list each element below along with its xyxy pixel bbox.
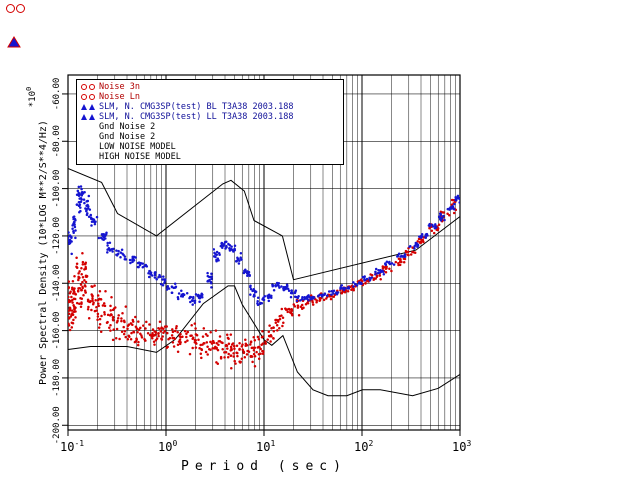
red-circle-pair-icon <box>6 4 25 13</box>
legend-label: HIGH NOISE MODEL <box>99 152 181 162</box>
svg-text:-160.00: -160.00 <box>52 312 62 350</box>
legend-label: Gnd Noise 2 <box>99 122 156 132</box>
svg-text:-120.00: -120.00 <box>52 217 62 255</box>
legend-entry: SLM, N. CMG3SP(test) BL T3A38 2003.188 <box>81 102 339 112</box>
legend-label: Noise Ln <box>99 92 140 102</box>
legend-entry: Noise 3n <box>81 82 339 92</box>
legend-marker-circle-icon <box>81 94 99 100</box>
svg-text:-100.00: -100.00 <box>52 170 62 208</box>
chart-legend: Noise 3n Noise Ln SLM, N. CMG3SP(test) B… <box>76 79 344 165</box>
legend-marker-triangle-icon <box>81 104 99 110</box>
svg-text:*100: *100 <box>25 87 38 107</box>
legend-label: Noise 3n <box>99 82 140 92</box>
legend-marker-triangle-icon <box>81 114 99 120</box>
svg-text:101: 101 <box>256 439 275 454</box>
blue-triangle-icon <box>7 33 21 52</box>
svg-text:103: 103 <box>452 439 471 454</box>
svg-text:-60.00: -60.00 <box>52 78 62 111</box>
legend-label: SLM, N. CMG3SP(test) LL T3A38 2003.188 <box>99 112 294 122</box>
svg-text:-80.00: -80.00 <box>52 125 62 158</box>
legend-label: SLM, N. CMG3SP(test) BL T3A38 2003.188 <box>99 102 294 112</box>
legend-label: LOW NOISE MODEL <box>99 142 176 152</box>
svg-text:-140.00: -140.00 <box>52 264 62 302</box>
svg-text:-200.00: -200.00 <box>52 406 62 444</box>
legend-entry: Gnd Noise 2 <box>81 122 339 132</box>
svg-text:100: 100 <box>158 439 177 454</box>
svg-text:-180.00: -180.00 <box>52 359 62 397</box>
legend-entry: HIGH NOISE MODEL <box>81 152 339 162</box>
legend-entry: LOW NOISE MODEL <box>81 142 339 152</box>
svg-text:Period (sec): Period (sec) <box>181 459 347 474</box>
legend-marker-circle-icon <box>81 84 99 90</box>
svg-text:10-1: 10-1 <box>60 439 84 454</box>
svg-text:102: 102 <box>354 439 373 454</box>
legend-entry: Gnd Noise 2 <box>81 132 339 142</box>
triangle-glyph <box>7 36 21 48</box>
legend-label: Gnd Noise 2 <box>99 132 156 142</box>
svg-text:Power Spectral Density (10*LOG: Power Spectral Density (10*LOG M**2/S**4… <box>38 120 49 385</box>
legend-entry: SLM, N. CMG3SP(test) LL T3A38 2003.188 <box>81 112 339 122</box>
legend-entry: Noise Ln <box>81 92 339 102</box>
